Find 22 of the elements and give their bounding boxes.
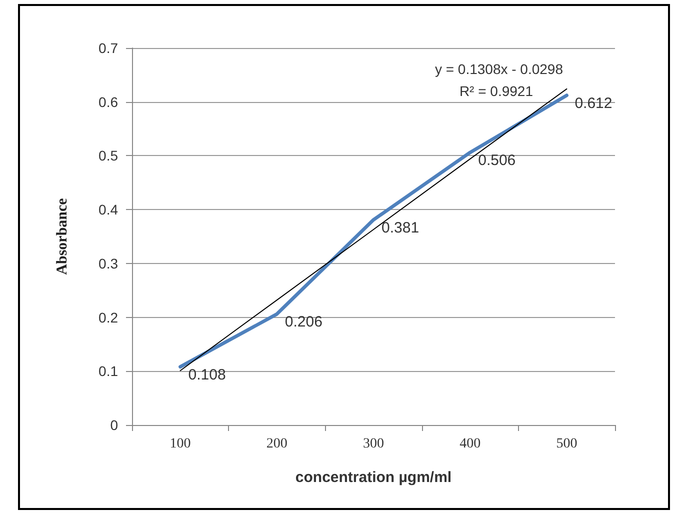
y-tick-label: 0.2: [98, 309, 118, 326]
y-tick-label: 0.6: [98, 94, 118, 110]
x-tick-label: 300: [363, 436, 384, 452]
y-tick-label: 0.3: [98, 255, 118, 272]
x-tick-label: 200: [266, 436, 288, 452]
x-tick-label: 100: [170, 436, 191, 452]
data-label: 0.612: [574, 94, 612, 112]
y-tick-label: 0.5: [98, 148, 118, 164]
y-tick-label: 0.1: [98, 363, 118, 380]
data-label: 0.381: [382, 219, 420, 236]
data-label: 0.506: [478, 152, 516, 169]
y-tick-label: 0: [110, 417, 118, 433]
y-tick-label: 0.4: [98, 202, 118, 218]
x-tick-label: 500: [556, 436, 578, 452]
annotation: y = 0.1308x - 0.0298: [434, 61, 564, 77]
y-axis-title: Absorbance: [54, 198, 70, 275]
y-tick-label: 0.7: [98, 40, 118, 56]
annotation: R² = 0.9921: [459, 83, 534, 99]
x-tick-label: 400: [460, 436, 481, 452]
data-label: 0.206: [284, 314, 322, 331]
x-axis-title: concentration µgm/ml: [295, 469, 452, 486]
data-label: 0.108: [188, 366, 226, 384]
